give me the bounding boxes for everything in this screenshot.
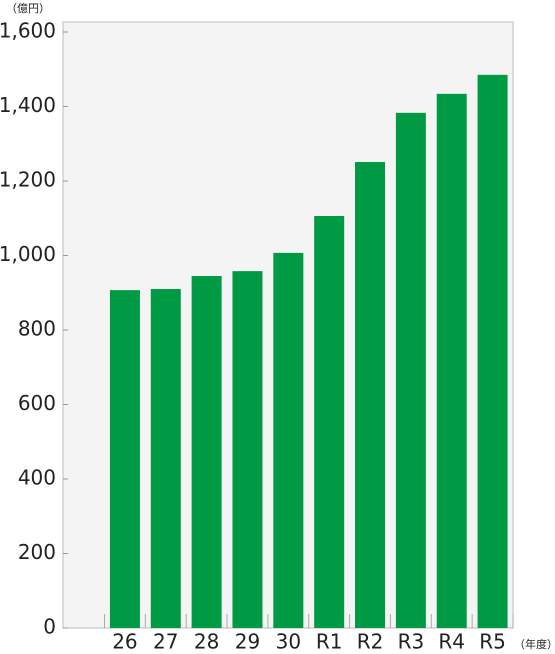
x-tick-label: 28 xyxy=(194,630,219,654)
bar xyxy=(314,216,345,628)
y-tick-label: 800 xyxy=(18,317,56,341)
x-tick-label: 27 xyxy=(153,630,178,654)
y-tick-label: 1,200 xyxy=(0,168,56,192)
y-tick-label: 600 xyxy=(18,391,56,415)
bar xyxy=(191,275,222,628)
x-tick-label: R5 xyxy=(479,630,506,654)
y-unit: （億円） xyxy=(6,2,50,15)
y-tick-label: 1,000 xyxy=(0,242,56,266)
bar xyxy=(232,271,263,628)
x-tick-label: R4 xyxy=(438,630,465,654)
x-tick-label: 26 xyxy=(112,630,137,654)
y-tick-label: 0 xyxy=(43,615,56,639)
x-tick-label: 30 xyxy=(276,630,301,654)
x-tick-label: R2 xyxy=(357,630,384,654)
bar xyxy=(436,93,467,628)
x-unit: （年度） xyxy=(514,637,555,651)
bar xyxy=(477,74,508,628)
bar xyxy=(109,290,140,628)
y-tick-label: 400 xyxy=(18,466,56,490)
x-tick-label: R3 xyxy=(398,630,425,654)
y-tick-label: 200 xyxy=(18,540,56,564)
x-tick-label: R1 xyxy=(316,630,343,654)
bar xyxy=(395,112,426,628)
x-tick-label: 29 xyxy=(235,630,260,654)
bar xyxy=(355,162,386,628)
bar xyxy=(273,252,304,628)
bar xyxy=(150,289,181,628)
y-tick-label: 1,400 xyxy=(0,93,56,117)
y-tick-label: 1,600 xyxy=(0,19,56,43)
